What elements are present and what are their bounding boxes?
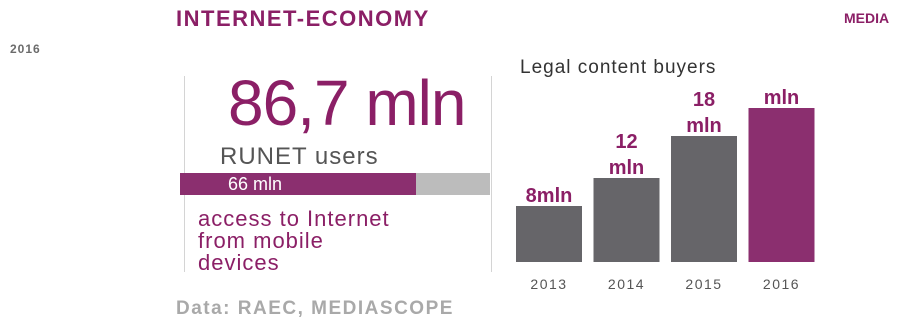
mobile-caption-line: access to Internet [198,206,390,231]
mobile-caption: access to Internet from mobile devices [198,208,390,274]
section-label: MEDIA [844,10,890,26]
mobile-users-bar: 66 mln [180,173,490,195]
bar-2013 [516,206,582,262]
bar-value-label: mln [609,157,645,179]
runet-users-label: RUNET users [220,143,379,170]
bar-value-label: 12 [615,131,637,153]
runet-users-value: 86,7 mln [228,67,466,139]
buyers-bar-chart: 8mln 2013 12 mln 2014 18 mln 2015 22 mln 2016 [516,80,815,292]
bar-2015 [671,136,737,262]
bar-value-label: 8mln [526,185,573,207]
mobile-caption-line: from mobile [198,228,324,253]
year-label: 2016 [10,42,41,56]
bar-value-label: 18 [693,89,715,111]
bar-value-label: mln [686,115,722,137]
mobile-users-value: 66 mln [228,174,283,194]
x-tick-label: 2014 [608,276,645,292]
mobile-users-bar-fill [180,173,416,195]
bar-value-label: 22 [770,80,792,83]
bar-2014 [593,178,660,262]
data-source: Data: RAEC, MEDIASCOPE [176,298,454,319]
bar-value-label: mln [764,87,800,109]
x-tick-label: 2015 [685,276,722,292]
mobile-caption-line: devices [198,250,280,275]
x-tick-label: 2013 [530,276,567,292]
page-title: INTERNET-ECONOMY [176,6,430,31]
x-tick-label: 2016 [763,276,800,292]
bar-2016 [748,108,815,262]
chart-title: Legal content buyers [520,57,717,78]
